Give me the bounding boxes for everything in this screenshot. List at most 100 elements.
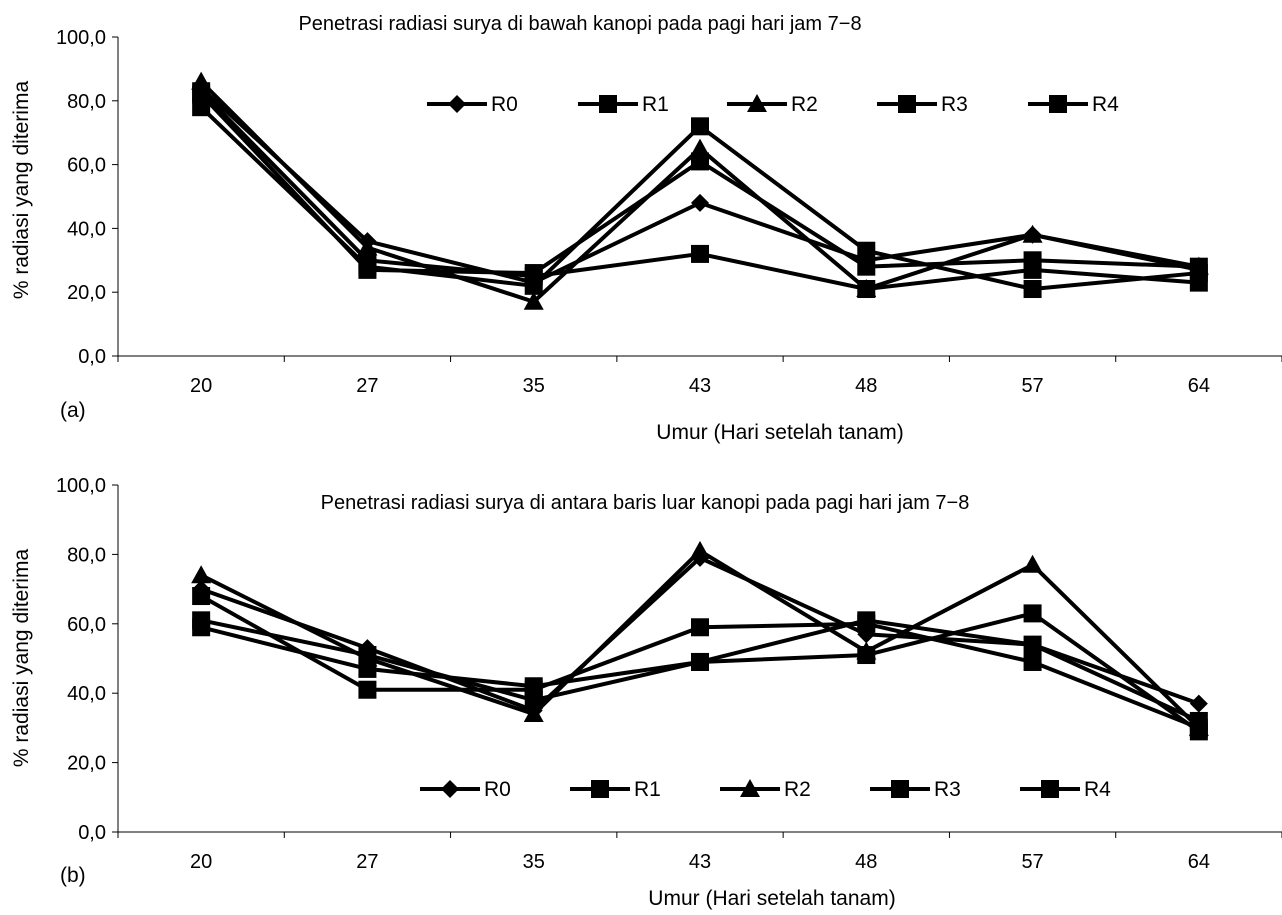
y-tick-label: 60,0 [67,614,106,636]
data-point [690,138,710,157]
y-tick-label: 40,0 [67,218,106,240]
data-point [524,267,543,286]
data-point [1023,280,1042,299]
y-axis-label: % radiasi yang diterima [10,549,33,768]
data-point [857,241,876,260]
legend-swatch-marker [891,780,909,798]
x-tick-label: 27 [356,851,378,873]
legend-item: R4 [1028,93,1119,116]
legend-label: R2 [791,93,818,116]
legend-item: R1 [578,93,669,116]
legend-label: R1 [634,778,661,801]
data-point [1189,711,1208,730]
chart-title: Penetrasi radiasi surya di bawah kanopi … [298,13,861,35]
y-tick-label: 80,0 [67,91,106,113]
legend-item: R3 [877,93,968,116]
data-point [1022,554,1043,573]
legend-swatch-marker [747,94,767,112]
x-axis-label: Umur (Hari setelah tanam) [648,887,895,910]
x-axis-label: Umur (Hari setelah tanam) [656,421,903,444]
data-point [857,257,876,276]
data-point [1023,260,1042,279]
data-point [191,565,212,584]
x-tick-label: 64 [1188,851,1210,873]
data-point [857,646,876,665]
panel-label: (b) [60,864,86,887]
legend-item: R2 [727,93,818,116]
legend-item: R0 [427,93,518,116]
series-R4 [192,611,1208,730]
legend-label: R4 [1084,778,1111,801]
data-point [358,680,377,699]
y-tick-label: 20,0 [67,753,106,775]
legend-swatch-marker [591,780,609,798]
legend-item: R1 [570,778,661,801]
x-tick-label: 27 [356,375,378,397]
data-point [691,193,709,212]
y-tick-label: 60,0 [67,155,106,177]
x-tick-label: 48 [855,851,877,873]
legend-label: R4 [1092,93,1119,116]
data-point [357,237,378,256]
data-point [857,280,876,299]
legend-swatch-marker [1041,780,1059,798]
data-point [691,117,709,136]
x-tick-label: 20 [190,375,212,397]
chart-panel-b: Penetrasi radiasi surya di antara baris … [10,475,1282,910]
x-tick-label: 43 [689,375,711,397]
legend-label: R3 [941,93,968,116]
legend-label: R1 [642,93,669,116]
series-line [199,80,1200,304]
data-point [358,646,377,665]
x-tick-label: 64 [1188,375,1210,397]
legend-swatch-marker [448,95,466,113]
legend-swatch-marker [599,95,617,113]
data-point [1023,652,1042,671]
y-tick-label: 80,0 [67,544,106,566]
data-point [358,251,377,270]
data-point [192,587,211,606]
legend-swatch-marker [898,95,916,113]
data-point [691,244,709,263]
x-tick-label: 57 [1021,375,1043,397]
x-tick-label: 35 [523,851,545,873]
x-tick-label: 20 [190,851,212,873]
data-point [524,677,543,696]
legend-label: R0 [491,93,518,116]
data-point [523,704,544,723]
legend-label: R3 [934,778,961,801]
y-tick-label: 0,0 [78,346,106,368]
x-tick-label: 48 [855,375,877,397]
series-R4 [192,82,1208,299]
data-point [523,291,544,310]
y-tick-label: 0,0 [78,822,106,844]
series-line [200,548,1201,730]
data-point [1189,273,1208,292]
legend: R0 R1 R2 R3 R4 [420,778,1111,801]
data-point [192,611,211,630]
data-point [691,652,709,671]
legend-swatch-marker [441,780,459,798]
data-point [524,691,543,710]
legend: R0 R1 R2 R3 R4 [427,93,1119,116]
y-tick-label: 100,0 [56,475,106,497]
legend-swatch-marker [740,779,760,797]
chart-title: Penetrasi radiasi surya di antara baris … [321,492,970,514]
data-point [1023,635,1042,654]
panel-label: (a) [60,399,86,422]
data-point [690,540,710,559]
x-tick-label: 57 [1021,851,1043,873]
legend-label: R2 [784,778,811,801]
data-point [192,82,211,101]
data-point [691,152,709,171]
data-point [1189,694,1208,713]
y-tick-label: 100,0 [56,27,106,49]
data-point [857,611,876,630]
legend-item: R3 [870,778,961,801]
data-point [1023,604,1042,623]
x-tick-label: 35 [523,375,545,397]
data-point [1189,257,1208,276]
data-point [691,618,709,637]
data-point [358,659,377,678]
chart-panel-a: Penetrasi radiasi surya di bawah kanopi … [10,13,1282,444]
